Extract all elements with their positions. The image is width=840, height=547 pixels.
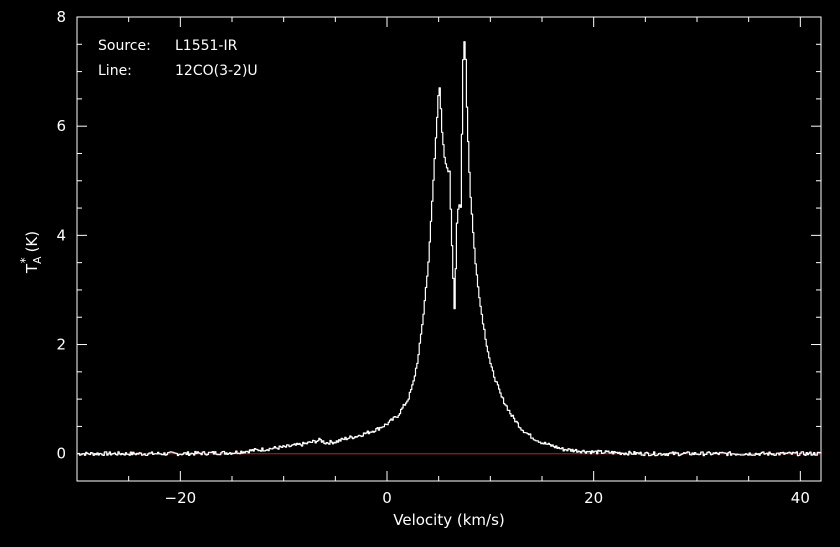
info-line-value: 12CO(3-2)U <box>175 63 258 79</box>
y-tick-label: 4 <box>56 226 66 244</box>
plot-frame <box>76 16 822 482</box>
x-tick-label: 0 <box>382 489 392 507</box>
info-line-label: Line: <box>98 63 132 79</box>
y-axis-label-main: T <box>23 263 41 274</box>
y-axis-label-unit: (K) <box>23 231 41 253</box>
x-tick-label: 40 <box>791 489 810 507</box>
x-tick-label: 20 <box>584 489 603 507</box>
y-tick-label: 2 <box>56 336 66 354</box>
x-axis-label: Velocity (km/s) <box>393 511 504 529</box>
info-source-label: Source: <box>98 38 151 54</box>
x-tick-label: −20 <box>165 489 197 507</box>
y-axis-label-sub: A <box>31 256 44 264</box>
svg-text:TA*(K): TA* (K) <box>18 231 44 274</box>
y-tick-label: 6 <box>56 117 66 135</box>
info-source-value: L1551-IR <box>175 38 238 54</box>
y-tick-label: 8 <box>56 8 66 26</box>
y-axis-label-sup: * <box>18 257 32 263</box>
spectrum-line <box>77 41 822 457</box>
y-axis-label: TA* (K) <box>18 231 44 274</box>
y-tick-label: 0 <box>56 445 66 463</box>
x-axis-ticks: −20 0 20 40 <box>76 17 810 507</box>
